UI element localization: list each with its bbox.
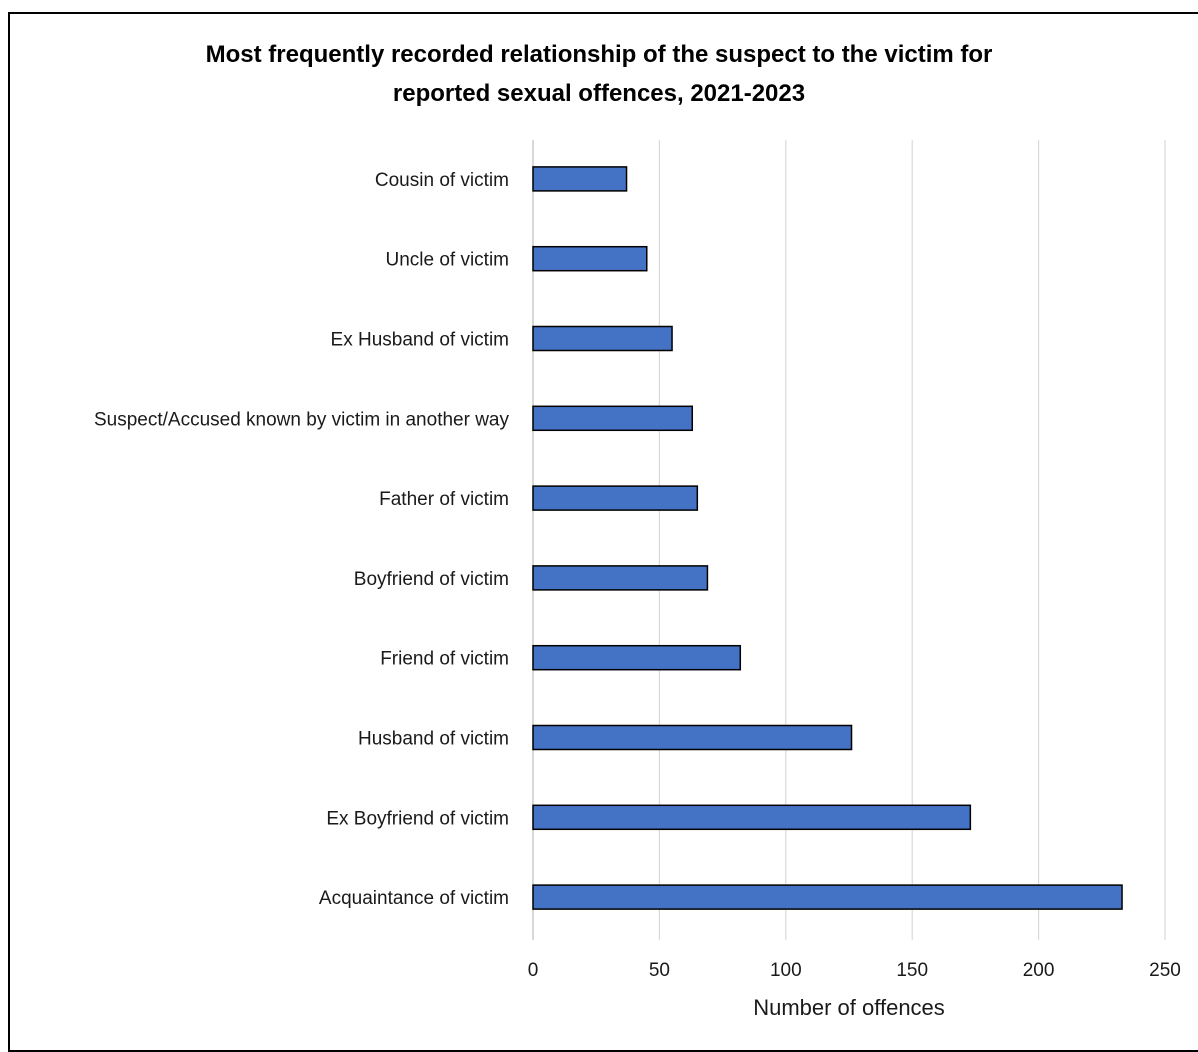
category-label: Uncle of victim <box>385 250 509 271</box>
x-tick-label: 150 <box>896 960 928 981</box>
bar <box>533 805 970 829</box>
bar <box>533 566 707 590</box>
category-label: Cousin of victim <box>375 170 509 191</box>
bar <box>533 167 627 191</box>
chart-title-line: reported sexual offences, 2021-2023 <box>393 80 805 107</box>
category-label: Acquaintance of victim <box>319 888 509 909</box>
bar <box>533 406 692 430</box>
bar <box>533 327 672 351</box>
category-label: Ex Boyfriend of victim <box>326 808 509 829</box>
bar <box>533 646 740 670</box>
category-labels: Cousin of victim Uncle of victim Ex Husban… <box>94 170 510 909</box>
category-label: Suspect/Accused known by victim in anoth… <box>94 409 510 430</box>
bar <box>533 247 647 271</box>
category-label: Ex Husband of victim <box>331 330 509 351</box>
x-tick-label: 250 <box>1149 960 1181 981</box>
bar <box>533 486 697 510</box>
bars <box>533 167 1122 909</box>
bar <box>533 726 852 750</box>
x-tick-label: 0 <box>528 960 539 981</box>
category-label: Boyfriend of victim <box>354 569 509 590</box>
chart-title-line: Most frequently recorded relationship of… <box>206 41 993 68</box>
x-tick-label: 200 <box>1023 960 1055 981</box>
x-tick-label: 50 <box>649 960 670 981</box>
chart-title: Most frequently recorded relationship of… <box>206 41 993 107</box>
category-label: Father of victim <box>379 489 509 510</box>
category-label: Friend of victim <box>380 649 509 670</box>
x-axis-title: Number of offences <box>753 995 945 1020</box>
bar <box>533 885 1122 909</box>
x-tick-labels: 0 50 100 150 200 250 <box>528 960 1181 981</box>
category-label: Husband of victim <box>358 729 509 750</box>
x-tick-label: 100 <box>770 960 802 981</box>
